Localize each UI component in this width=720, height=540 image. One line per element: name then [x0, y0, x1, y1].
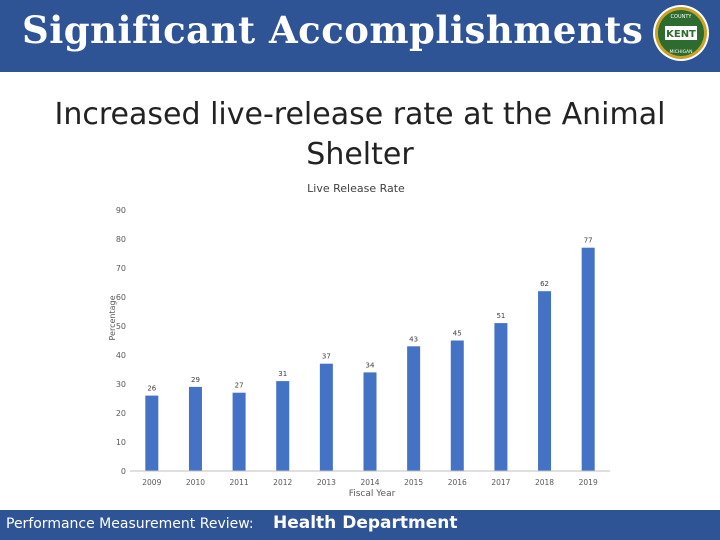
bar-value-label: 77: [584, 237, 593, 245]
footer-label: Performance Measurement Review:: [6, 516, 254, 532]
x-tick-label: 2017: [491, 478, 510, 487]
seal-center-text: KENT: [666, 29, 696, 40]
x-tick-labels: 2009 2010 2011 2012 2013 2014 2015 2016 2017 2018…: [142, 478, 598, 487]
seal-bottom-text: MICHIGAN: [670, 49, 693, 55]
bar: [407, 346, 421, 471]
y-tick-label: 80: [116, 235, 126, 244]
seal-center-plate: [665, 26, 697, 40]
bar-value-label: 43: [409, 335, 418, 343]
bar: [145, 395, 159, 471]
bar: [232, 392, 246, 471]
y-tick-label: 0: [121, 467, 126, 476]
x-tick-label: 2010: [186, 478, 205, 487]
bar: [494, 323, 508, 471]
bar: [538, 291, 552, 471]
y-tick-label: 10: [116, 438, 126, 447]
x-tick-label: 2011: [230, 478, 249, 487]
x-tick-label: 2018: [535, 478, 554, 487]
slide-heading: Increased live-release rate at the Anima…: [54, 97, 666, 172]
bar-value-label: 51: [496, 312, 505, 320]
bar-value-label: 34: [366, 361, 375, 369]
bar-value-label: 45: [453, 330, 462, 338]
chart-title: Live Release Rate: [307, 182, 405, 195]
bar-value-label: 27: [235, 382, 244, 390]
y-tick-label: 90: [116, 206, 126, 215]
y-tick-label: 20: [116, 409, 126, 418]
seal-top-text: COUNTY: [671, 14, 693, 20]
x-tick-label: 2012: [273, 478, 292, 487]
bar: [450, 340, 464, 471]
county-seal-icon: KENT COUNTY MICHIGAN: [653, 5, 709, 61]
x-tick-label: 2009: [142, 478, 161, 487]
bar-value-labels: 26 29 27 31 37 34 43 45 51 62 77: [147, 237, 592, 393]
bar: [581, 247, 595, 471]
slide-title: Significant Accomplishments: [22, 8, 644, 52]
live-release-rate-chart: Live Release Rate Percentage Fiscal Year…: [108, 182, 610, 499]
y-tick-label: 30: [116, 380, 126, 389]
footer-department: Health Department: [273, 513, 458, 533]
y-tick-label: 40: [116, 351, 126, 360]
y-tick-label: 50: [116, 322, 126, 331]
bar: [276, 381, 290, 471]
y-tick-labels: 0 10 20 30 40 50 60 70 80 90: [116, 206, 126, 476]
footer-bar: Performance Measurement Review: Health D…: [0, 510, 720, 540]
bar: [188, 386, 202, 471]
y-axis-label: Percentage: [108, 295, 117, 340]
bar-value-label: 31: [278, 370, 287, 378]
bar-value-label: 26: [147, 385, 156, 393]
x-tick-label: 2014: [360, 478, 379, 487]
bar: [319, 363, 333, 471]
x-axis-label: Fiscal Year: [349, 489, 396, 499]
bar-value-label: 29: [191, 376, 200, 384]
y-tick-label: 60: [116, 293, 126, 302]
x-tick-label: 2013: [317, 478, 336, 487]
bars: [145, 247, 595, 471]
bar-value-label: 62: [540, 280, 549, 288]
bar: [363, 372, 377, 471]
y-tick-label: 70: [116, 264, 126, 273]
x-tick-label: 2019: [579, 478, 598, 487]
bar-value-label: 37: [322, 353, 331, 361]
x-tick-label: 2015: [404, 478, 423, 487]
x-tick-label: 2016: [448, 478, 467, 487]
title-bar: Significant Accomplishments KENT COUNTY …: [0, 0, 720, 72]
